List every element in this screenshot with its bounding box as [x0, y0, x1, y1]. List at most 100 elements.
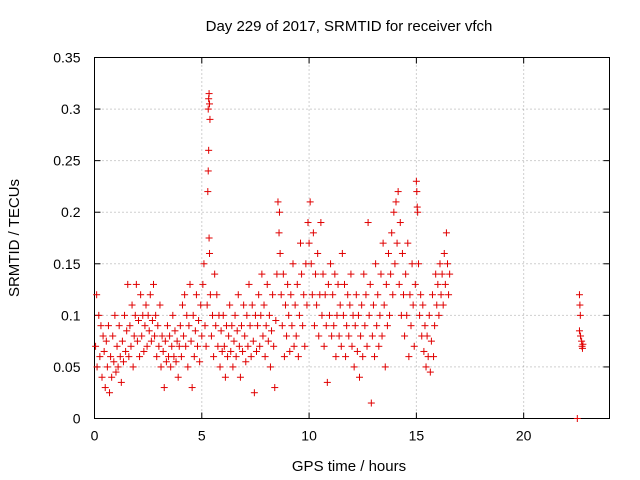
- data-point: [403, 311, 411, 319]
- data-point: [106, 389, 114, 397]
- data-point: [365, 311, 373, 319]
- data-point: [227, 347, 235, 355]
- data-point: [404, 239, 412, 247]
- data-point: [336, 301, 344, 309]
- data-point: [183, 311, 191, 319]
- y-tick-label: 0.15: [53, 256, 80, 272]
- y-tick-label: 0.1: [61, 307, 81, 323]
- data-point: [428, 291, 436, 299]
- data-point: [314, 249, 322, 257]
- data-point: [271, 384, 279, 392]
- data-point: [339, 311, 347, 319]
- data-point: [410, 342, 418, 350]
- data-point: [274, 198, 282, 206]
- data-point: [334, 280, 342, 288]
- data-point: [197, 301, 205, 309]
- data-point: [173, 337, 181, 345]
- data-point: [433, 301, 441, 309]
- data-point: [147, 337, 155, 345]
- data-point: [122, 347, 130, 355]
- y-tick-label: 0.05: [53, 359, 80, 375]
- data-point: [345, 332, 353, 340]
- data-point: [240, 301, 248, 309]
- data-point: [126, 322, 134, 330]
- data-point: [331, 270, 339, 278]
- data-point: [98, 373, 106, 381]
- data-point: [287, 291, 295, 299]
- data-point: [377, 270, 385, 278]
- data-point: [221, 373, 229, 381]
- data-point: [441, 280, 449, 288]
- data-point: [413, 188, 421, 196]
- data-point: [255, 291, 263, 299]
- data-point: [294, 353, 302, 361]
- data-point: [309, 229, 317, 237]
- data-point: [207, 332, 215, 340]
- data-point: [220, 342, 228, 350]
- data-point: [402, 270, 410, 278]
- data-point: [391, 260, 399, 268]
- grid: [94, 57, 610, 419]
- data-point: [443, 260, 451, 268]
- data-point: [153, 353, 161, 361]
- data-point: [353, 347, 361, 355]
- data-point: [141, 322, 149, 330]
- data-point: [376, 311, 384, 319]
- data-point: [427, 337, 435, 345]
- x-tick-label: 20: [516, 428, 532, 444]
- data-point: [393, 239, 401, 247]
- data-point: [158, 332, 166, 340]
- data-point: [130, 332, 138, 340]
- data-point: [201, 322, 209, 330]
- data-point: [360, 270, 368, 278]
- data-point: [237, 322, 245, 330]
- data-point: [394, 188, 402, 196]
- data-point: [421, 322, 429, 330]
- data-point: [192, 291, 200, 299]
- data-point: [388, 229, 396, 237]
- data-point: [398, 249, 406, 257]
- data-point: [228, 322, 236, 330]
- data-point: [373, 322, 381, 330]
- plot-frame: [94, 57, 610, 419]
- data-point: [225, 332, 233, 340]
- x-axis-label: GPS time / hours: [292, 458, 406, 475]
- data-point: [209, 311, 217, 319]
- data-point: [352, 291, 360, 299]
- chart-title: Day 229 of 2017, SRMTID for receiver vfc…: [206, 18, 493, 35]
- data-point: [205, 234, 213, 242]
- data-point: [99, 332, 107, 340]
- data-point: [576, 301, 584, 309]
- data-point: [117, 378, 125, 386]
- data-point: [298, 270, 306, 278]
- data-point: [110, 358, 118, 366]
- data-point: [275, 229, 283, 237]
- data-point: [407, 322, 415, 330]
- data-point: [242, 358, 250, 366]
- data-point: [369, 301, 377, 309]
- data-point: [272, 317, 280, 325]
- data-point: [305, 239, 313, 247]
- data-point: [167, 363, 175, 371]
- data-point: [315, 332, 323, 340]
- data-point: [318, 311, 326, 319]
- data-point: [256, 342, 264, 350]
- data-point: [310, 322, 318, 330]
- data-point: [258, 270, 266, 278]
- data-point: [170, 353, 178, 361]
- data-point: [303, 301, 311, 309]
- data-point: [178, 301, 186, 309]
- data-point: [249, 337, 257, 345]
- data-point: [264, 337, 272, 345]
- data-point: [430, 353, 438, 361]
- x-tick-label: 10: [301, 428, 317, 444]
- data-point: [257, 311, 265, 319]
- data-point: [269, 291, 277, 299]
- data-point: [356, 373, 364, 381]
- data-point: [174, 373, 182, 381]
- data-point: [233, 327, 241, 335]
- data-point: [133, 337, 141, 345]
- y-axis-label: SRMTID / TECUs: [6, 179, 23, 297]
- data-point: [195, 317, 203, 325]
- data-point: [136, 353, 144, 361]
